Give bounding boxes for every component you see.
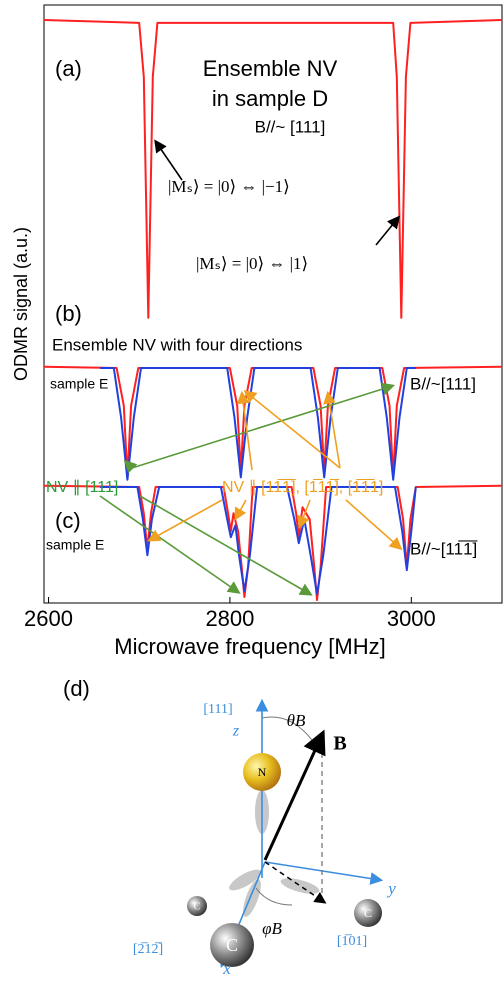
annotation: (c)	[55, 508, 81, 533]
annotation: |Mₛ⟩ = |0⟩ ⇔ |−1⟩	[168, 177, 290, 196]
plot-frame	[43, 4, 503, 604]
odmr-trace	[100, 367, 416, 481]
diagram-label: C	[364, 906, 372, 920]
diagram-label: [111]	[203, 702, 232, 717]
annotation: NV ∥ [11̅1̅], [1̅11̅], [1̅1̅1]	[222, 478, 383, 496]
annotation: (a)	[55, 56, 82, 81]
annotation: B//~[11̅1̅]	[410, 539, 478, 558]
annotation: B//~[111]	[410, 374, 476, 393]
diagram-label: C	[226, 935, 238, 955]
x-tick-label: 2800	[205, 606, 254, 631]
annotation: sample E	[46, 537, 104, 553]
diagram-label: C	[194, 901, 201, 912]
annotation: (b)	[55, 301, 82, 326]
diagram-label: [1̅01]	[337, 934, 367, 949]
x-tick-label: 2600	[24, 606, 73, 631]
annotation: in sample D	[212, 86, 328, 111]
arrows	[99, 139, 403, 596]
annotation: B//~ [111]	[255, 117, 326, 136]
diagram-label: φB	[262, 919, 282, 938]
curves	[43, 19, 503, 601]
x-axis-label: Microwave frequency [MHz]	[114, 634, 385, 659]
x-tick-label: 3000	[387, 606, 436, 631]
y-axis-label: ODMR signal (a.u.)	[11, 227, 31, 381]
diagram-labels: [111]z θB B N C C Cy x φB [2̅12̅] [1̅01]	[133, 702, 396, 978]
diagram-label: B	[333, 733, 346, 755]
diagram-label: y	[386, 879, 396, 898]
nv-diagram	[187, 698, 384, 968]
panel-label: (d)	[63, 676, 90, 701]
diagram-label: x	[222, 959, 231, 978]
annotation: NV ∥ [111]	[46, 479, 118, 496]
diagram-label: N	[258, 765, 267, 779]
annotation: sample E	[50, 376, 108, 392]
annotation: Ensemble NV	[203, 56, 338, 81]
odmr-trace	[100, 486, 417, 595]
annotation: Ensemble NV with four directions	[52, 335, 302, 354]
diagram-label: θB	[287, 711, 306, 730]
odmr-trace	[43, 19, 503, 319]
annotation: |Mₛ⟩ = |0⟩ ⇔ |1⟩	[196, 254, 308, 273]
diagram-label: z	[232, 723, 240, 740]
diagram-label: [2̅12̅]	[133, 942, 163, 957]
